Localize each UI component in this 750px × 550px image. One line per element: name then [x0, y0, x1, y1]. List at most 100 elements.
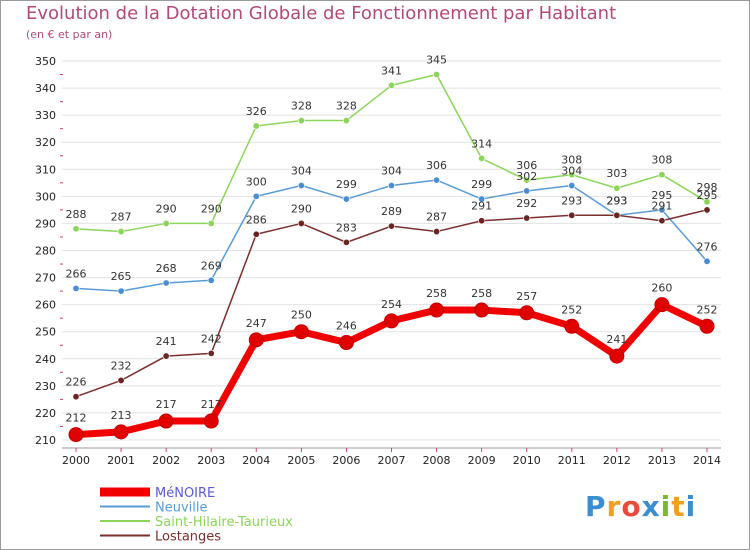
x-tick-label: 2006 — [332, 454, 360, 467]
data-label: 286 — [246, 213, 267, 226]
x-tick-label: 2009 — [468, 454, 496, 467]
logo-letter: i — [685, 490, 697, 523]
legend-label: Saint-Hilaire-Taurieux — [155, 515, 293, 530]
data-label: 226 — [66, 376, 87, 389]
y-tick-label: 350 — [35, 55, 56, 68]
data-point — [654, 297, 670, 313]
y-tick-label: 310 — [35, 163, 56, 176]
data-point — [478, 217, 486, 225]
data-point — [113, 424, 129, 440]
data-point — [387, 222, 395, 230]
legend-label: Neuville — [155, 501, 208, 516]
data-point — [158, 413, 174, 429]
x-tick-label: 2012 — [603, 454, 631, 467]
logo-letter: o — [621, 490, 642, 523]
data-label: 217 — [201, 398, 222, 411]
data-label: 341 — [381, 64, 402, 77]
data-point — [433, 71, 441, 79]
legend-label: Lostanges — [155, 530, 221, 545]
data-label: 345 — [426, 54, 447, 67]
data-label: 241 — [156, 335, 177, 348]
data-label: 250 — [291, 309, 312, 322]
data-label: 293 — [606, 194, 627, 207]
data-point — [523, 187, 531, 195]
data-label: 247 — [246, 317, 267, 330]
data-point — [162, 279, 170, 287]
data-label: 241 — [606, 333, 627, 346]
data-label: 291 — [651, 200, 672, 213]
data-label: 217 — [156, 398, 177, 411]
data-point — [384, 313, 399, 329]
data-label: 252 — [561, 303, 582, 316]
data-label: 293 — [561, 194, 582, 207]
data-label: 258 — [471, 287, 492, 300]
data-label: 299 — [471, 178, 492, 191]
data-point — [658, 171, 666, 179]
data-label: 304 — [381, 165, 402, 178]
data-label: 258 — [426, 287, 447, 300]
data-label: 302 — [516, 170, 537, 183]
data-label: 328 — [291, 100, 312, 113]
chart-title: Evolution de la Dotation Globale de Fonc… — [26, 3, 617, 24]
data-point — [297, 219, 305, 227]
data-point — [703, 198, 711, 206]
logo-letter: i — [660, 490, 672, 523]
data-label: 268 — [156, 262, 177, 275]
data-point — [658, 217, 666, 225]
series-saint-hilaire-taurieux: 288 287 290 290 326 328 328 341 345 314 306 308 303 3… — [66, 54, 718, 236]
y-tick-label: 320 — [35, 136, 56, 149]
data-label: 300 — [246, 175, 267, 188]
data-point — [248, 332, 264, 348]
data-point — [523, 214, 531, 222]
data-point — [478, 154, 486, 162]
data-label: 328 — [336, 100, 357, 113]
y-tick-label: 290 — [35, 217, 56, 230]
series-m-noire: 212 213 217 217 247 250 246 254 258 258 257 252 241 2… — [66, 282, 718, 443]
x-tick-label: 2002 — [152, 454, 180, 467]
data-point — [342, 195, 350, 203]
data-label: 265 — [111, 270, 132, 283]
data-label: 295 — [651, 189, 672, 202]
data-point — [342, 238, 350, 246]
data-label: 304 — [291, 165, 312, 178]
data-point — [162, 219, 170, 227]
y-tick-label: 330 — [35, 109, 56, 122]
logo-letter: P — [585, 490, 607, 523]
data-label: 276 — [697, 240, 718, 253]
x-tick-label: 2013 — [648, 454, 676, 467]
x-tick-label: 2001 — [107, 454, 135, 467]
data-point — [72, 393, 80, 401]
y-tick-label: 260 — [35, 299, 56, 312]
data-label: 298 — [697, 181, 718, 194]
y-tick-label: 220 — [35, 407, 56, 420]
data-label: 287 — [111, 211, 132, 224]
data-point — [117, 287, 125, 295]
data-label: 252 — [697, 303, 718, 316]
x-tick-label: 2000 — [62, 454, 90, 467]
data-label: 288 — [66, 208, 87, 221]
data-label: 269 — [201, 259, 222, 272]
data-label: 314 — [471, 137, 492, 150]
data-point — [703, 206, 711, 214]
data-point — [609, 348, 625, 364]
data-point — [387, 182, 395, 190]
data-label: 306 — [516, 159, 537, 172]
y-tick-label: 210 — [35, 434, 56, 447]
y-tick-label: 250 — [35, 326, 56, 339]
series-lostanges: 226 232 241 242 286 290 283 289 287 291 292 293 293 2… — [66, 189, 718, 401]
data-label: 266 — [66, 267, 87, 280]
data-point — [252, 230, 260, 238]
data-label: 287 — [426, 211, 447, 224]
data-point — [433, 228, 441, 236]
data-label: 290 — [201, 202, 222, 215]
data-point — [342, 117, 350, 125]
data-point — [564, 318, 580, 334]
proxiti-logo: Proxiti — [585, 490, 696, 523]
y-tick-label: 300 — [35, 190, 56, 203]
data-point — [387, 81, 395, 89]
data-point — [613, 211, 621, 219]
data-point — [613, 184, 621, 192]
data-point — [117, 228, 125, 236]
data-point — [207, 349, 215, 357]
x-tick-label: 2011 — [558, 454, 586, 467]
